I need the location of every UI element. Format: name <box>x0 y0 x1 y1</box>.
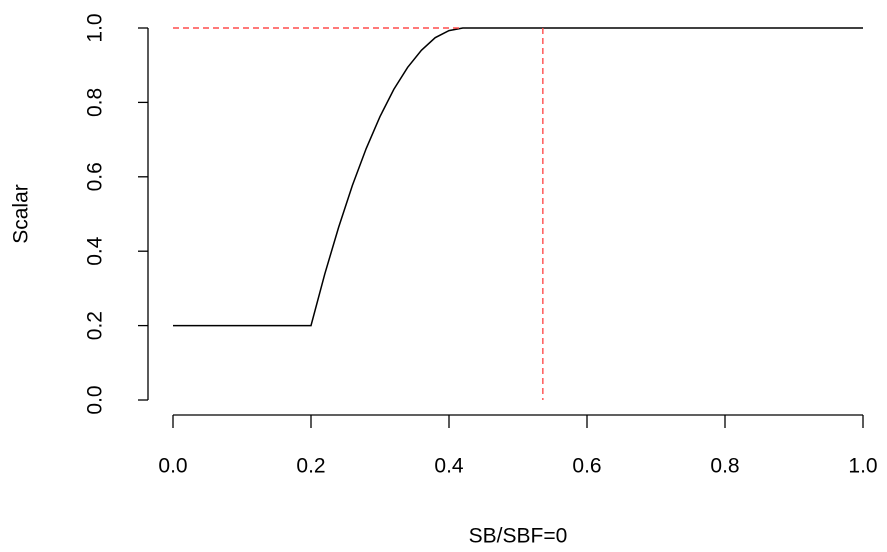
y-tick-label: 1.0 <box>84 13 107 42</box>
y-tick-label: 0.0 <box>84 385 107 414</box>
y-tick-label: 0.8 <box>84 88 107 117</box>
y-axis-label: Scalar <box>10 184 33 244</box>
x-tick-label: 0.8 <box>710 455 739 478</box>
y-tick-label: 0.6 <box>84 162 107 191</box>
x-tick-label: 0.4 <box>434 455 464 478</box>
x-tick-label: 1.0 <box>848 455 877 478</box>
data-line <box>173 27 863 327</box>
x-tick-label: 0.6 <box>572 455 601 478</box>
x-tick-label: 0.2 <box>296 455 325 478</box>
y-tick-label: 0.4 <box>84 236 107 266</box>
x-axis-label: SB/SBF=0 <box>469 525 568 548</box>
x-tick-label: 0.0 <box>158 455 187 478</box>
y-tick-label: 0.2 <box>84 311 107 340</box>
